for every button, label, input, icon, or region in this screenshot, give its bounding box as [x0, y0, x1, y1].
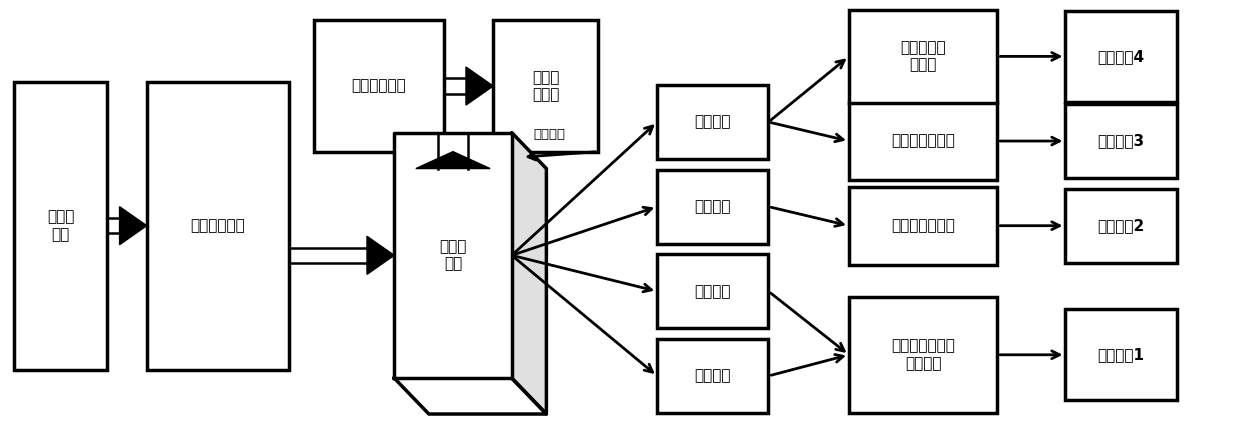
Text: 分类结果2: 分类结果2 — [1097, 218, 1145, 233]
Bar — [849, 10, 997, 103]
Bar — [494, 20, 599, 152]
Text: 最终特
征图: 最终特 征图 — [439, 239, 466, 271]
Text: 语义分割网络: 语义分割网络 — [351, 78, 407, 94]
Bar — [849, 296, 997, 413]
Bar — [1065, 11, 1177, 102]
Bar — [1065, 309, 1177, 400]
Text: 语义分
割结果: 语义分 割结果 — [532, 70, 559, 102]
Text: 黄斑特征: 黄斑特征 — [694, 199, 732, 214]
Text: 视杯特征: 视杯特征 — [694, 284, 732, 299]
Bar — [849, 102, 997, 180]
Bar — [146, 82, 289, 370]
Polygon shape — [466, 67, 494, 105]
Text: 视盘特征: 视盘特征 — [694, 368, 732, 383]
Bar — [657, 339, 769, 413]
Bar — [314, 20, 444, 152]
Bar — [15, 82, 107, 370]
Bar — [849, 187, 997, 265]
Text: 全局特征: 全局特征 — [694, 115, 732, 130]
Bar — [657, 254, 769, 328]
Text: 黄斑病变分类器: 黄斑病变分类器 — [892, 218, 955, 233]
Text: 特征提取网络: 特征提取网络 — [191, 218, 246, 233]
Polygon shape — [394, 132, 512, 378]
Polygon shape — [512, 132, 547, 414]
Bar — [657, 170, 769, 244]
Text: 血管类疾病
分类器: 血管类疾病 分类器 — [900, 40, 946, 72]
Bar — [657, 85, 769, 159]
Text: 分类结果4: 分类结果4 — [1097, 49, 1145, 64]
Polygon shape — [119, 207, 146, 245]
Polygon shape — [415, 152, 490, 169]
Bar — [1065, 104, 1177, 178]
Text: 糖网分级分类器: 糖网分级分类器 — [892, 134, 955, 149]
Text: 高度近视眼底改
变分类器: 高度近视眼底改 变分类器 — [892, 339, 955, 371]
Polygon shape — [394, 378, 547, 414]
Text: 眼底图
输入: 眼底图 输入 — [47, 210, 74, 242]
Text: 分类结果1: 分类结果1 — [1097, 347, 1145, 362]
Bar — [1065, 189, 1177, 263]
Text: 特征定位: 特征定位 — [533, 128, 565, 141]
Text: 分类结果3: 分类结果3 — [1097, 134, 1145, 149]
Polygon shape — [367, 236, 394, 274]
